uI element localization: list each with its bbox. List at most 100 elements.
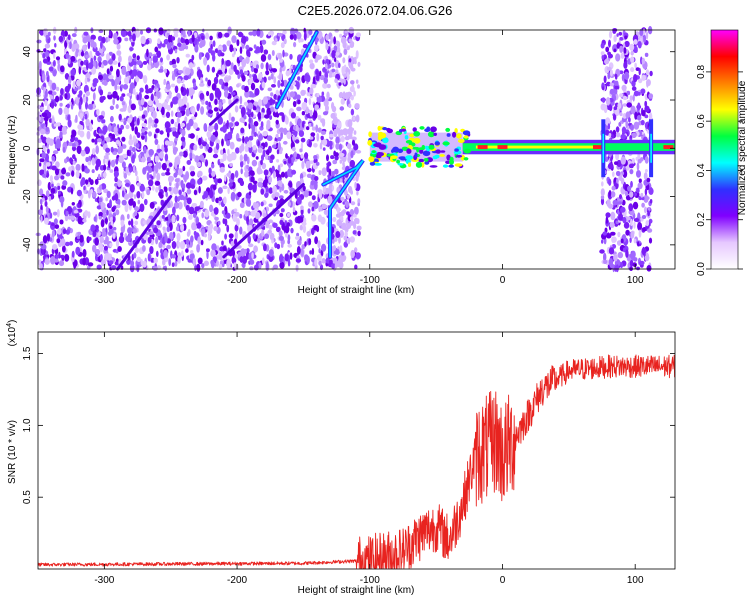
noise-speck bbox=[246, 164, 250, 170]
noise-speck bbox=[185, 67, 191, 76]
colorbar-ticks: 0.00.20.40.60.8 bbox=[696, 64, 743, 276]
noise-speck bbox=[279, 186, 282, 193]
noise-speck bbox=[637, 182, 643, 190]
noise-speck bbox=[346, 194, 351, 199]
noise-speck bbox=[50, 101, 55, 109]
noise-speck bbox=[353, 217, 359, 224]
snr-xtick-label: 100 bbox=[627, 575, 644, 586]
noise-speck bbox=[194, 206, 200, 212]
noise-speck bbox=[193, 189, 198, 196]
noise-speck bbox=[612, 44, 618, 53]
noise-speck bbox=[216, 260, 219, 267]
noise-speck bbox=[621, 126, 627, 134]
noise-speck bbox=[268, 176, 273, 184]
noise-speck bbox=[333, 57, 337, 62]
noise-speck bbox=[136, 132, 141, 138]
noise-speck bbox=[140, 258, 143, 266]
noise-speck bbox=[355, 114, 360, 123]
noise-speck bbox=[608, 133, 612, 138]
noise-speck bbox=[144, 134, 148, 143]
carrier-blob bbox=[377, 125, 382, 131]
noise-speck bbox=[321, 258, 326, 264]
noise-speck bbox=[52, 244, 58, 250]
noise-speck bbox=[161, 162, 167, 171]
noise-speck bbox=[296, 246, 301, 255]
noise-speck bbox=[171, 127, 177, 132]
noise-speck bbox=[174, 49, 178, 54]
snr-x-axis: -300 -200 -100 0 100 bbox=[94, 332, 644, 586]
noise-speck bbox=[147, 88, 153, 94]
noise-speck bbox=[43, 148, 47, 153]
noise-speck bbox=[126, 149, 130, 157]
noise-speck bbox=[188, 214, 193, 220]
noise-speck bbox=[303, 31, 307, 41]
noise-speck bbox=[227, 153, 233, 162]
noise-speck bbox=[289, 34, 294, 40]
noise-speck bbox=[62, 146, 66, 153]
noise-speck bbox=[203, 57, 208, 66]
noise-speck bbox=[353, 130, 357, 135]
noise-speck bbox=[51, 192, 54, 199]
noise-speck bbox=[128, 139, 134, 146]
noise-speck bbox=[119, 95, 124, 102]
noise-speck bbox=[67, 114, 71, 121]
noise-speck bbox=[611, 236, 617, 243]
noise-speck bbox=[626, 90, 631, 96]
noise-speck bbox=[116, 50, 122, 56]
noise-speck bbox=[231, 53, 235, 58]
noise-speck bbox=[619, 194, 622, 200]
noise-speck bbox=[113, 126, 118, 134]
noise-speck bbox=[239, 95, 243, 105]
noise-speck bbox=[199, 92, 205, 100]
noise-speck bbox=[227, 131, 233, 140]
carrier-blob bbox=[367, 139, 373, 146]
noise-speck bbox=[150, 257, 155, 263]
noise-speck bbox=[338, 212, 343, 216]
noise-speck bbox=[628, 203, 634, 212]
noise-speck bbox=[339, 159, 342, 164]
noise-speck bbox=[193, 224, 197, 230]
noise-speck bbox=[133, 194, 137, 199]
noise-speck bbox=[83, 31, 89, 36]
noise-speck bbox=[99, 96, 104, 103]
noise-speck bbox=[609, 88, 615, 95]
noise-speck bbox=[209, 190, 214, 199]
snr-ytick-label: 1.5 bbox=[22, 346, 33, 360]
noise-speck bbox=[58, 260, 65, 267]
noise-speck bbox=[262, 130, 269, 137]
noise-speck bbox=[48, 195, 52, 202]
noise-speck bbox=[289, 252, 293, 260]
colorbar-tick-label: 0.4 bbox=[696, 163, 707, 177]
noise-speck bbox=[224, 76, 229, 83]
noise-speck bbox=[271, 84, 276, 88]
noise-speck bbox=[630, 50, 634, 56]
noise-speck bbox=[85, 72, 91, 79]
noise-speck bbox=[179, 240, 186, 250]
noise-speck bbox=[338, 257, 341, 266]
colorbar-tick-label: 0.6 bbox=[696, 114, 707, 128]
noise-speck bbox=[600, 195, 605, 200]
noise-speck bbox=[206, 131, 212, 138]
noise-speck bbox=[156, 250, 159, 257]
noise-speck bbox=[320, 118, 326, 124]
carrier-blob bbox=[442, 164, 449, 168]
noise-speck bbox=[165, 84, 171, 90]
noise-speck bbox=[231, 249, 236, 257]
snr-ytick-label: 0.5 bbox=[22, 490, 33, 504]
noise-speck bbox=[275, 134, 279, 139]
noise-speck bbox=[643, 34, 647, 43]
noise-speck bbox=[199, 42, 203, 49]
noise-speck bbox=[224, 233, 228, 240]
carrier-blob bbox=[445, 160, 451, 164]
noise-speck bbox=[609, 69, 614, 77]
noise-speck bbox=[309, 109, 313, 117]
noise-speck bbox=[258, 262, 262, 270]
noise-speck bbox=[353, 59, 357, 65]
carrier-blob bbox=[407, 162, 412, 167]
noise-speck bbox=[95, 164, 99, 171]
noise-speck bbox=[227, 148, 230, 156]
noise-speck bbox=[283, 140, 288, 145]
noise-speck bbox=[70, 187, 74, 195]
noise-speck bbox=[38, 30, 45, 35]
noise-speck bbox=[132, 228, 138, 234]
